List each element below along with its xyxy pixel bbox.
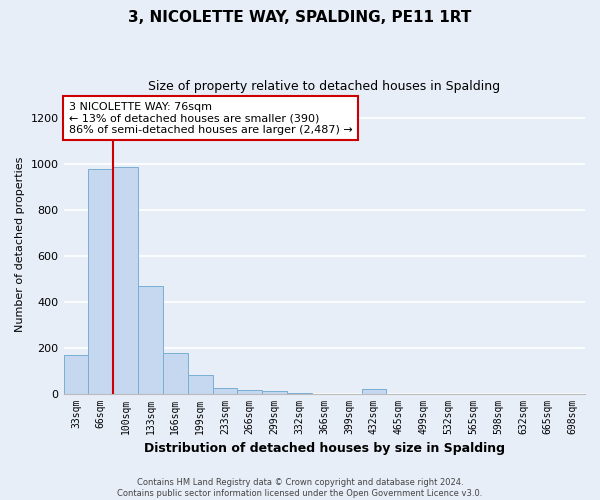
- Bar: [88, 170, 113, 394]
- Y-axis label: Number of detached properties: Number of detached properties: [15, 157, 25, 332]
- Bar: [188, 375, 212, 394]
- Bar: [238, 390, 262, 394]
- Bar: [262, 391, 287, 394]
- Bar: [362, 390, 386, 394]
- X-axis label: Distribution of detached houses by size in Spalding: Distribution of detached houses by size …: [144, 442, 505, 455]
- Bar: [113, 166, 138, 394]
- Text: Contains HM Land Registry data © Crown copyright and database right 2024.
Contai: Contains HM Land Registry data © Crown c…: [118, 478, 482, 498]
- Bar: [64, 354, 88, 394]
- Text: 3, NICOLETTE WAY, SPALDING, PE11 1RT: 3, NICOLETTE WAY, SPALDING, PE11 1RT: [128, 10, 472, 25]
- Bar: [287, 392, 312, 394]
- Text: 3 NICOLETTE WAY: 76sqm
← 13% of detached houses are smaller (390)
86% of semi-de: 3 NICOLETTE WAY: 76sqm ← 13% of detached…: [69, 102, 353, 134]
- Bar: [163, 353, 188, 394]
- Bar: [212, 388, 238, 394]
- Title: Size of property relative to detached houses in Spalding: Size of property relative to detached ho…: [148, 80, 500, 93]
- Bar: [138, 286, 163, 394]
